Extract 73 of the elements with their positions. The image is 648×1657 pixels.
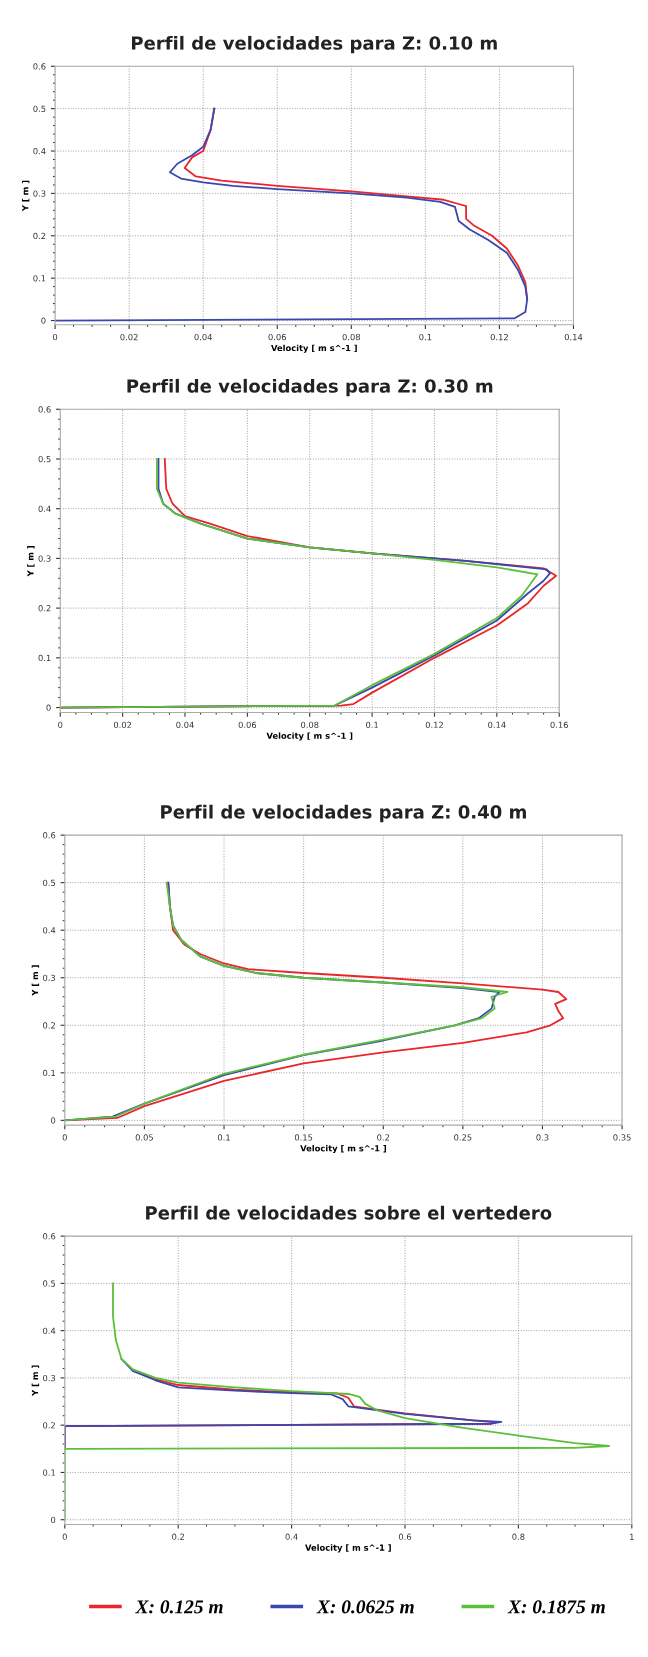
x-axis-title: Velocity [ m s^-1 ] — [271, 344, 357, 353]
y-tick-label: 0.5 — [38, 455, 51, 463]
y-axis-title: Y [ m ] — [31, 965, 40, 996]
x-tick-label: 0.15 — [294, 1134, 313, 1141]
y-tick-label: 0.4 — [43, 927, 56, 934]
y-tick-label: 0.4 — [43, 1327, 56, 1334]
x-tick-label: 0.02 — [113, 721, 132, 728]
x-tick-label: 0.8 — [512, 1533, 525, 1540]
y-tick-label: 0.1 — [33, 275, 46, 282]
y-tick-label: 0.6 — [33, 63, 46, 70]
y-tick-label: 0.2 — [38, 605, 51, 612]
y-tick-label: 0 — [51, 1117, 56, 1124]
x-tick-label: 0.6 — [398, 1533, 412, 1540]
chart-title: Perfil de velocidades para Z: 0.30 m — [127, 378, 493, 397]
x-tick-label: 0.1 — [419, 333, 432, 341]
y-tick-label: 0.1 — [43, 1069, 55, 1077]
x-tick-label: 0.1 — [366, 721, 378, 728]
y-tick-label: 0.2 — [43, 1022, 55, 1029]
y-tick-label: 0.6 — [38, 406, 51, 413]
x-tick-label: 0.1 — [217, 1134, 230, 1141]
x-tick-label: 0.3 — [536, 1134, 549, 1141]
x-tick-label: 0.06 — [238, 721, 257, 728]
y-tick-label: 0.4 — [38, 505, 51, 512]
chart-title: Perfil de velocidades para Z: 0.10 m — [131, 35, 497, 54]
chart-title: Perfil de velocidades sobre el vertedero — [146, 1205, 552, 1220]
x-tick-label: 0 — [58, 721, 63, 728]
x-tick-label: 0 — [62, 1134, 67, 1141]
y-tick-label: 0.5 — [43, 879, 56, 886]
chart-title: Perfil de velocidades para Z: 0.40 m — [161, 804, 526, 823]
y-tick-label: 0.2 — [43, 1422, 55, 1429]
x-tick-label: 0.04 — [176, 721, 194, 728]
y-tick-label: 0 — [41, 317, 46, 324]
x-axis-title: Velocity [ m s^-1 ] — [266, 732, 353, 741]
y-tick-label: 0.5 — [33, 105, 46, 112]
x-tick-label: 0 — [62, 1533, 67, 1540]
x-tick-label: 1 — [630, 1533, 634, 1540]
legend-label: X: 0.1875 m — [507, 1600, 605, 1614]
y-axis-title: Y [ m ] — [27, 546, 35, 577]
x-tick-label: 0.14 — [488, 721, 506, 728]
x-tick-label: 0.2 — [377, 1134, 390, 1141]
x-tick-label: 0.16 — [550, 721, 568, 728]
x-tick-label: 0.08 — [301, 721, 319, 728]
x-tick-label: 0.06 — [268, 333, 286, 341]
x-axis-title: Velocity [ m s^-1 ] — [300, 1144, 386, 1154]
y-axis-title: Y [ m ] — [21, 180, 30, 212]
x-axis-title: Velocity [ m s^-1 ] — [305, 1544, 391, 1553]
x-tick-label: 0.04 — [194, 333, 212, 341]
y-tick-label: 0.6 — [43, 832, 56, 839]
y-tick-label: 0.1 — [43, 1469, 55, 1476]
y-tick-label: 0 — [51, 1516, 56, 1523]
x-tick-label: 0.25 — [454, 1134, 472, 1141]
y-tick-label: 0.6 — [43, 1233, 56, 1240]
x-tick-label: 0.12 — [490, 333, 508, 341]
y-axis-title: Y [ m ] — [31, 1365, 40, 1396]
y-tick-label: 0.1 — [38, 654, 51, 662]
x-tick-label: 0.2 — [172, 1533, 184, 1540]
legend-label: X: 0.125 m — [135, 1600, 223, 1614]
x-tick-label: 0.12 — [425, 721, 443, 728]
x-tick-label: 0.08 — [342, 333, 361, 341]
y-tick-label: 0.3 — [43, 974, 56, 982]
x-tick-label: 0.02 — [120, 333, 138, 341]
y-tick-label: 0.3 — [33, 190, 46, 197]
x-tick-label: 0.05 — [135, 1134, 153, 1141]
y-tick-label: 0.3 — [43, 1374, 56, 1382]
x-tick-label: 0.35 — [613, 1134, 631, 1141]
y-tick-label: 0.2 — [33, 232, 46, 240]
x-tick-label: 0.14 — [564, 333, 583, 341]
y-tick-label: 0.4 — [33, 148, 46, 155]
legend-label: X: 0.0625 m — [316, 1600, 414, 1614]
y-tick-label: 0 — [46, 704, 51, 711]
y-tick-label: 0.5 — [43, 1280, 56, 1287]
y-tick-label: 0.3 — [38, 555, 51, 562]
x-tick-label: 0.4 — [285, 1533, 298, 1540]
